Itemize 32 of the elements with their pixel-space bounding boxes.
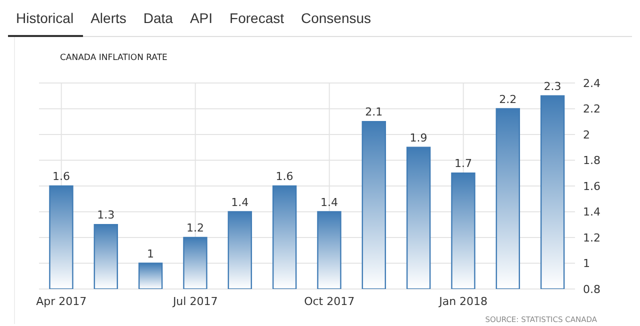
y-tick-label: 2.4 (583, 76, 600, 90)
text: Consensus (300, 10, 372, 28)
y-tick-label: 1.6 (583, 180, 600, 193)
data-label: 1.6 (52, 170, 70, 183)
text: Forecast (228, 10, 285, 28)
data-label: 1.9 (410, 131, 428, 144)
data-label: 2.1 (365, 106, 383, 119)
y-tick-label: 2.2 (583, 102, 600, 116)
y-tick-label: 2 (583, 128, 590, 142)
text: Data (142, 10, 174, 28)
data-label: 2.3 (544, 80, 562, 93)
data-label: 1.2 (186, 222, 204, 234)
data-label: 1.4 (320, 196, 338, 209)
data-label: 1.7 (454, 157, 472, 170)
x-tick-label: Jan 2018 (438, 294, 488, 308)
data-label: 1 (147, 247, 154, 260)
x-tick-label: Apr 2017 (36, 294, 87, 308)
y-tick-label: 1.2 (583, 231, 600, 244)
data-label: 1.4 (231, 196, 249, 209)
y-tick-label: 1.4 (583, 206, 600, 219)
data-label: 1.3 (97, 208, 115, 222)
chart-title: CANADA INFLATION RATE (59, 52, 168, 65)
y-tick-label: 0.8 (583, 282, 600, 296)
text: API (188, 10, 214, 28)
y-tick-label: 1.8 (583, 154, 600, 168)
data-label: 2.2 (499, 92, 517, 106)
x-tick-label: Oct 2017 (304, 294, 355, 308)
text: Alerts (90, 10, 128, 28)
data-label: 1.6 (276, 170, 294, 183)
y-tick-label: 1 (583, 257, 590, 270)
x-tick-label: Jul 2017 (172, 294, 218, 308)
text: Historical (8, 10, 83, 37)
